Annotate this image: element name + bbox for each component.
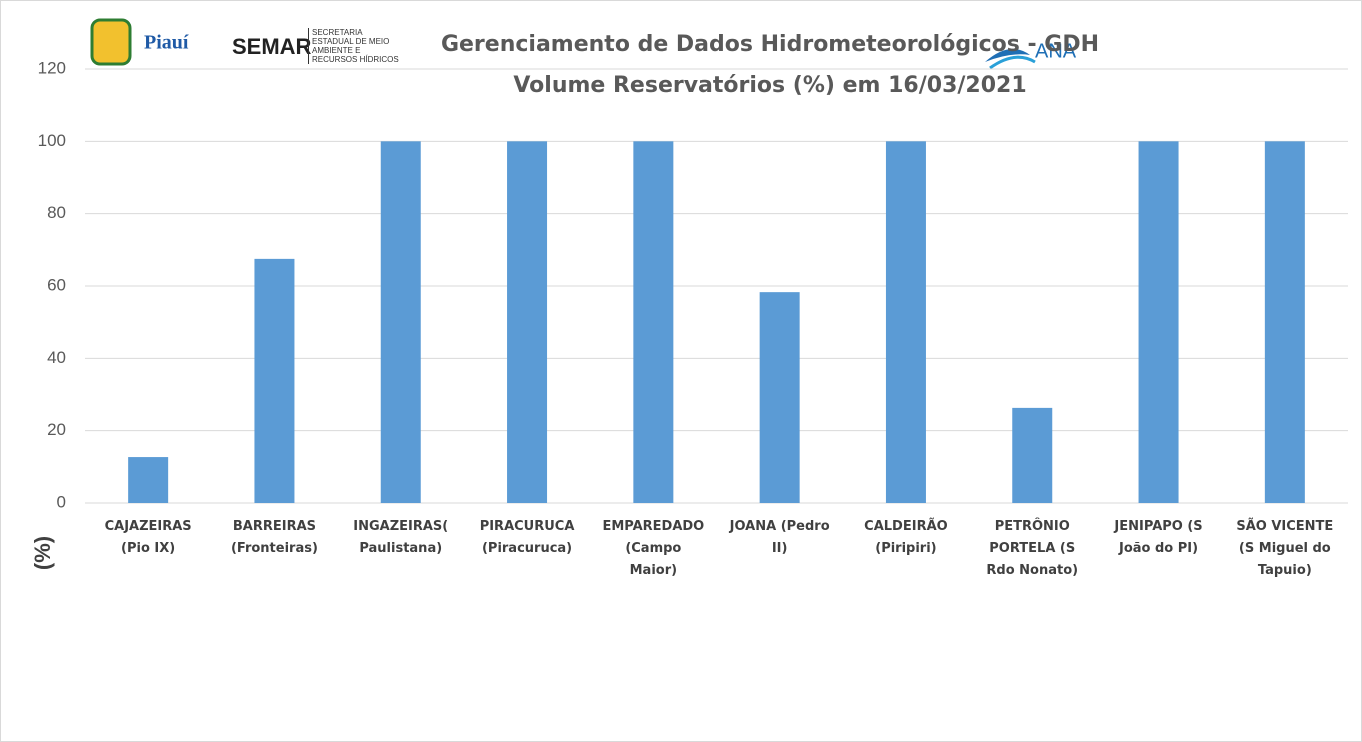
x-tick-label: PIRACURUCA (Piracuruca) bbox=[479, 519, 575, 556]
x-tick-label: SÃO VICENTE (S Miguel do Tapuio) bbox=[1236, 519, 1334, 578]
x-tick-label: CALDEIRÃO (Piripiri) bbox=[864, 519, 948, 556]
chart-subtitle: Volume Reservatórios (%) em 16/03/2021 bbox=[513, 73, 1026, 98]
bar bbox=[759, 292, 800, 503]
logo-piaui: Piauí bbox=[144, 32, 189, 54]
ana-wave bbox=[985, 48, 1030, 62]
bar bbox=[128, 457, 169, 503]
logo-semar: SEMAR bbox=[232, 34, 312, 59]
bar bbox=[254, 258, 295, 503]
x-tick-label: PETRÔNIO PORTELA (S Rdo Nonato) bbox=[986, 519, 1079, 578]
x-tick-label: JENIPAPO (S João do PI) bbox=[1114, 519, 1203, 556]
piaui-emblem bbox=[90, 18, 132, 66]
x-tick-label: JOANA (Pedro II) bbox=[729, 519, 830, 556]
y-tick-label: 40 bbox=[47, 348, 66, 367]
x-tick-label: EMPAREDADO (Campo Maior) bbox=[602, 519, 705, 578]
bar bbox=[507, 141, 548, 504]
x-tick-label: BARREIRAS (Fronteiras) bbox=[230, 519, 318, 556]
x-tick-label: INGAZEIRAS( Paulistana) bbox=[353, 519, 449, 556]
bar bbox=[1012, 407, 1053, 503]
logo-ana: ANA bbox=[1035, 40, 1077, 62]
bar bbox=[1138, 141, 1179, 504]
bar bbox=[380, 141, 421, 504]
chart-title: Gerenciamento de Dados Hidrometeorológic… bbox=[441, 32, 1099, 57]
logo-semar-text-box: SECRETARIA ESTADUAL DE MEIO AMBIENTE E R… bbox=[308, 28, 400, 64]
x-tick-label: CAJAZEIRAS (Pio IX) bbox=[104, 519, 192, 556]
logo-semar-text: SECRETARIA ESTADUAL DE MEIO AMBIENTE E R… bbox=[308, 28, 400, 64]
y-tick-label: 100 bbox=[38, 131, 66, 150]
bar bbox=[633, 141, 674, 504]
y-axis-label: (%) bbox=[30, 536, 55, 570]
y-tick-label: 120 bbox=[38, 58, 66, 77]
y-tick-label: 0 bbox=[57, 492, 66, 511]
ana-wave bbox=[989, 55, 1036, 70]
y-tick-label: 60 bbox=[47, 275, 66, 294]
y-tick-label: 80 bbox=[47, 203, 66, 222]
bar bbox=[1264, 141, 1305, 504]
bar bbox=[885, 141, 926, 504]
y-tick-label: 20 bbox=[47, 420, 66, 439]
